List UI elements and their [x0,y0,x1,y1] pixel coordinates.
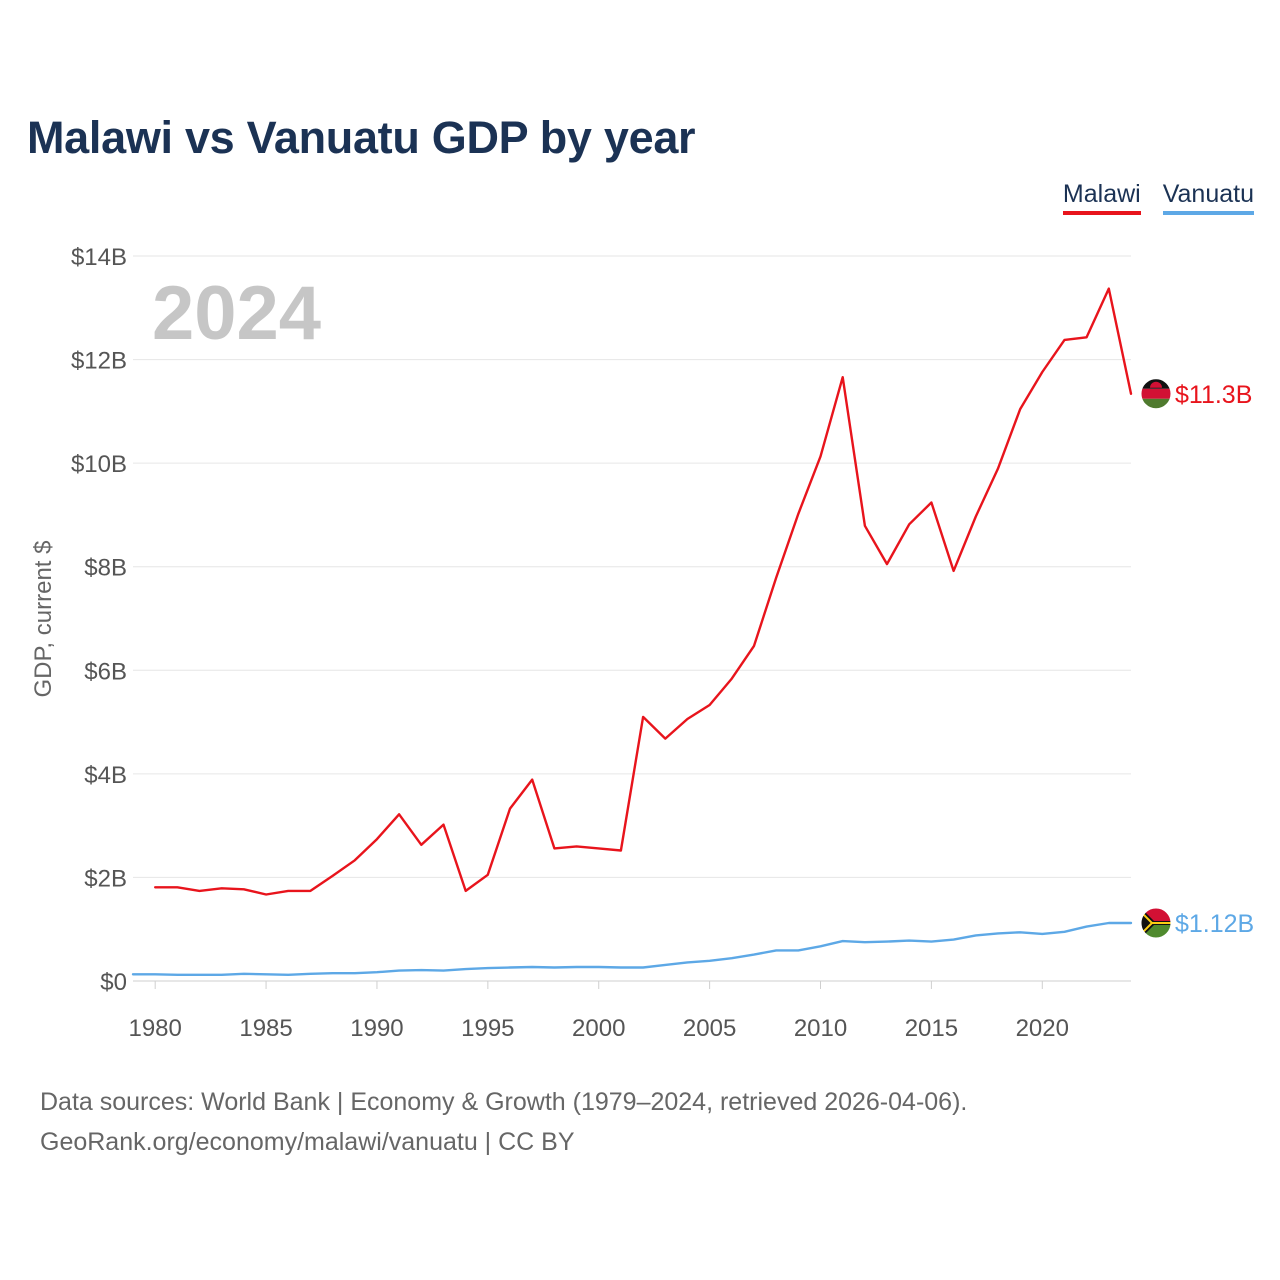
vanuatu-flag-icon [1140,907,1172,939]
chart-title: Malawi vs Vanuatu GDP by year [27,112,696,163]
series-line-malawi[interactable] [154,287,1133,896]
grid-lines [133,255,1131,982]
x-tick-label: 2005 [683,1015,736,1042]
y-tick-label: $10B [71,451,127,478]
x-tick-label: 2000 [572,1015,625,1042]
y-tick-label: $6B [84,658,127,685]
malawi-flag-icon [1140,378,1172,410]
x-tick-label: 1995 [461,1015,514,1042]
x-tick-label: 2010 [794,1015,847,1042]
legend-item-vanuatu[interactable]: Vanuatu [1162,180,1254,215]
y-tick-label: $0 [100,969,127,996]
malawi-end-value: $11.3B [1175,381,1252,409]
line-chart: 2024 $0 $2B $4B $6B $8B $10B $12B $14B 1980 1985 1… [30,244,1254,1042]
data-source-note: Data sources: World Bank | Economy & Gro… [40,1088,968,1116]
y-tick-label: $12B [71,348,127,375]
y-tick-label: $8B [84,555,127,582]
y-axis-label: GDP, current $ [30,541,57,698]
y-tick-label: $14B [71,244,127,271]
x-tick-label: 2015 [905,1015,958,1042]
y-tick-label: $4B [84,762,127,789]
legend-item-malawi[interactable]: Malawi [1062,180,1141,215]
year-watermark: 2024 [152,271,321,356]
series-line-vanuatu[interactable] [131,921,1133,976]
series [131,287,1133,976]
legend: Malawi Vanuatu [1062,180,1254,215]
x-tick-label: 1985 [239,1015,292,1042]
source-link[interactable]: GeoRank.org/economy/malawi/vanuatu | CC … [40,1128,575,1156]
series-end-markers: $11.3B $1.12B [1140,378,1254,939]
x-tick-label: 1990 [350,1015,403,1042]
vanuatu-end-value: $1.12B [1175,910,1254,938]
y-tick-label: $2B [84,865,127,892]
x-tick-label: 2020 [1016,1015,1069,1042]
axes: $0 $2B $4B $6B $8B $10B $12B $14B 1980 1985 1990 19… [71,244,1069,1042]
footer: Data sources: World Bank | Economy & Gro… [40,1082,967,1162]
x-tick-label: 1980 [128,1015,181,1042]
